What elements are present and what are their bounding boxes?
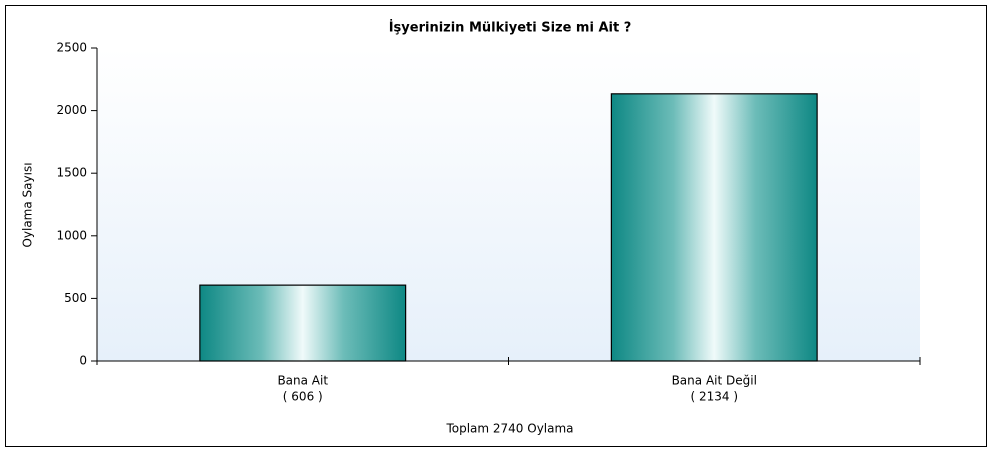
value-label: ( 2134 ) [690,390,738,404]
y-tick-label: 2500 [56,41,87,55]
y-tick-label: 500 [64,291,87,305]
x-axis-label: Toplam 2740 Oylama [445,422,573,436]
x-tick-label: Bana Ait [277,374,328,388]
y-tick-label: 1500 [56,166,87,180]
bar [610,93,818,362]
x-tick-label: Bana Ait Değil [672,374,757,388]
y-tick-label: 1000 [56,228,87,242]
bar [199,284,407,362]
chart-title: İşyerinizin Mülkiyeti Size mi Ait ? [389,20,632,36]
y-tick-label: 2000 [56,103,87,117]
y-tick-label: 0 [79,354,87,368]
y-axis-label: Oylama Sayısı [21,162,35,247]
value-label: ( 606 ) [283,390,323,404]
